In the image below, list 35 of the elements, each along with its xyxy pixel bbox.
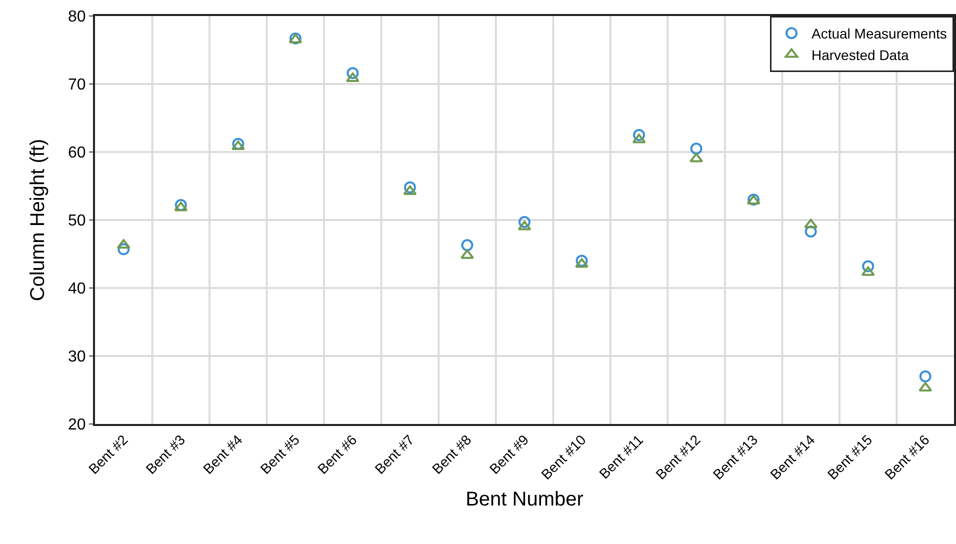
point (346, 67, 359, 80)
point (861, 266, 875, 276)
y-tick-label: 60 (68, 144, 86, 162)
legend-label: Actual Measurements (812, 26, 947, 42)
point (575, 258, 589, 268)
point (116, 239, 130, 249)
y-tick-label: 80 (68, 8, 86, 26)
point (518, 216, 530, 228)
point (690, 152, 704, 162)
point (518, 220, 532, 230)
point (404, 181, 416, 194)
y-tick-label: 40 (68, 280, 86, 298)
y-tick-label: 20 (68, 416, 86, 434)
legend-label: Harvested Data (812, 46, 909, 63)
point (403, 185, 417, 195)
point (632, 134, 646, 144)
y-tick-label: 50 (68, 212, 86, 230)
point (804, 226, 817, 238)
point (346, 72, 360, 82)
point (862, 260, 874, 272)
point (919, 370, 932, 382)
y-tick-label: 70 (68, 76, 86, 94)
point (576, 254, 588, 267)
point (804, 218, 818, 228)
x-axis-title: Bent Number (466, 488, 584, 511)
point (174, 202, 188, 212)
point (690, 142, 702, 155)
y-axis-title: Column Height (ft) (27, 138, 49, 302)
point (118, 243, 130, 256)
point (918, 382, 932, 392)
point (461, 239, 474, 252)
point (633, 129, 646, 141)
point (460, 249, 474, 259)
point (231, 140, 245, 150)
y-tick-label: 30 (68, 348, 86, 366)
